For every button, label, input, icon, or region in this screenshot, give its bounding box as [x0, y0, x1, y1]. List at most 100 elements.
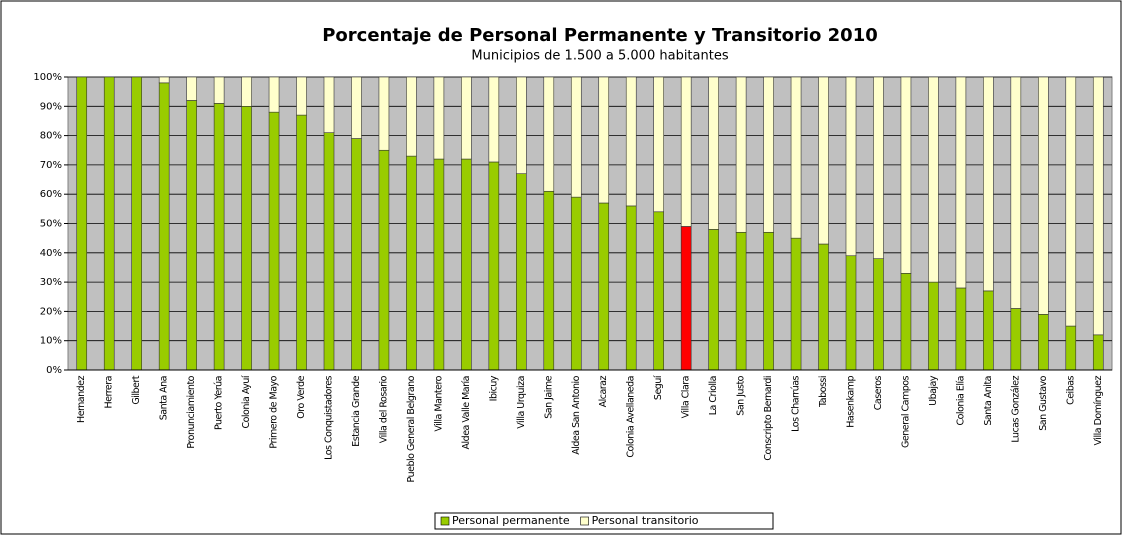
- bar-segment: [900, 273, 912, 371]
- bar-segment: [873, 258, 884, 371]
- bar-segment: [268, 111, 280, 371]
- bar-segment: [186, 76, 197, 101]
- bar-segment: [1092, 76, 1104, 336]
- chart-subtitle: Municipios de 1.500 a 5.000 habitantes: [471, 49, 728, 64]
- bar-segment: [296, 114, 307, 371]
- x-tick-label: Colonia Ayuí: [241, 375, 252, 428]
- bar-segment: [158, 76, 170, 84]
- bar-segment: [625, 205, 637, 371]
- x-tick-label: Aldea Valle María: [461, 376, 472, 449]
- y-tick-label: 50%: [40, 219, 62, 230]
- bar-segment: [103, 76, 115, 371]
- y-tick-label: 0%: [46, 365, 62, 376]
- bar-segment: [1010, 308, 1022, 371]
- x-tick-label: Villa Clara: [681, 376, 692, 418]
- x-tick-label: Villa Urquiza: [516, 376, 527, 429]
- bar-segment: [983, 290, 994, 371]
- x-tick-label: Villa Domínguez: [1093, 375, 1104, 445]
- x-tick-label: Estancia Grande: [351, 375, 362, 446]
- bar-segment: [598, 202, 610, 371]
- bar-segment: [983, 76, 994, 292]
- x-tick-label: General Campos: [900, 375, 911, 448]
- bar-segment: [708, 229, 719, 371]
- x-tick-label: Santa Anita: [983, 376, 994, 426]
- x-tick-label: Ibicuy: [488, 375, 499, 401]
- x-tick-label: Primero de Mayo: [269, 375, 280, 448]
- y-tick-label: 80%: [40, 131, 62, 142]
- bar-segment: [351, 76, 362, 139]
- legend-box: [434, 512, 774, 530]
- legend-label: Personal permanente: [452, 514, 570, 527]
- x-tick-label: Los Conquistadores: [324, 375, 335, 459]
- x-tick-label: Lucas González: [1010, 375, 1021, 442]
- bar-segment: [1038, 76, 1049, 315]
- x-tick-label: Seguí: [653, 375, 664, 400]
- y-tick-label: 20%: [40, 306, 62, 317]
- bar-segment: [516, 76, 527, 174]
- x-tick-label: Santa Ana: [159, 376, 170, 420]
- x-tick-label: Ceibas: [1065, 375, 1076, 404]
- bar-segment: [296, 76, 307, 116]
- bar-segment: [378, 76, 390, 151]
- x-tick-label: San Gustavo: [1038, 375, 1049, 430]
- x-tick-label: San Jaime: [543, 375, 554, 418]
- bar-segment: [873, 76, 884, 259]
- x-tick-label: Colonia Avellaneda: [626, 376, 637, 458]
- bar-segment: [488, 161, 500, 371]
- bar-segment: [955, 76, 967, 289]
- bar-segment: [351, 138, 362, 371]
- bar-segment: [1065, 325, 1077, 371]
- x-tick-label: Ubajay: [928, 375, 939, 406]
- chart-title: Porcentaje de Personal Permanente y Tran…: [322, 25, 878, 46]
- bar-segment: [928, 281, 939, 371]
- bar-segment: [790, 76, 802, 239]
- bar-segment: [900, 76, 912, 274]
- y-tick-label: 60%: [40, 189, 62, 200]
- bar-segment: [378, 149, 390, 371]
- x-tick-label: Pronunciamiento: [186, 375, 197, 448]
- bar-segment: [488, 76, 500, 163]
- bar-segment: [818, 76, 829, 245]
- x-tick-label: Herrera: [104, 376, 115, 409]
- bar-segment: [461, 76, 472, 160]
- bar-segment: [680, 226, 692, 371]
- x-tick-label: Alcaraz: [598, 375, 609, 407]
- bar-segment: [763, 231, 774, 371]
- bar-segment: [406, 155, 417, 371]
- bar-segment: [213, 103, 225, 371]
- bar-segment: [213, 76, 225, 104]
- legend-label: Personal transitorio: [592, 514, 699, 527]
- y-tick-label: 10%: [40, 336, 62, 347]
- bar-segment: [268, 76, 280, 113]
- bar-segment: [461, 158, 472, 371]
- bar-segment: [598, 76, 610, 204]
- bar-segment: [516, 173, 527, 371]
- x-tick-label: Hasenkamp: [846, 376, 857, 428]
- bar-segment: [845, 255, 857, 371]
- bar-segment: [241, 76, 252, 107]
- bar-segment: [845, 76, 857, 257]
- bar-segment: [653, 76, 664, 213]
- bar-segment: [570, 196, 582, 371]
- bar-segment: [158, 82, 170, 371]
- bar-segment: [625, 76, 637, 207]
- bar-segment: [76, 76, 88, 371]
- x-tick-label: Conscripto Bernardi: [763, 376, 774, 461]
- bar-segment: [708, 76, 719, 230]
- bar-segment: [186, 100, 197, 371]
- y-tick-label: 90%: [40, 101, 62, 112]
- bar-segment: [570, 76, 582, 198]
- bar-segment: [323, 132, 335, 371]
- x-tick-label: Caseros: [873, 375, 884, 410]
- x-tick-label: Villa del Rosario: [378, 375, 389, 443]
- bar-segment: [131, 76, 142, 371]
- bar-segment: [790, 237, 802, 371]
- y-tick-label: 30%: [40, 277, 62, 288]
- bar-segment: [1065, 76, 1077, 327]
- x-tick-label: Pueblo General Belgrano: [406, 375, 417, 482]
- bar-segment: [818, 243, 829, 371]
- y-tick-label: 100%: [33, 72, 62, 83]
- bar-segment: [653, 211, 664, 371]
- x-tick-label: Villa Mantero: [433, 375, 444, 431]
